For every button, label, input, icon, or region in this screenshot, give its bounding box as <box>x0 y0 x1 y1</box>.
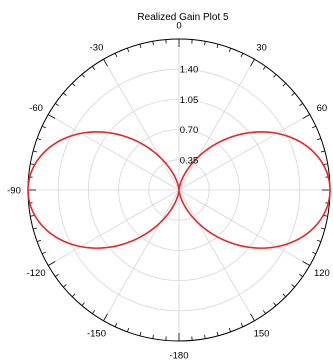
angle-label: -150 <box>87 328 106 339</box>
ring-tick <box>48 262 55 266</box>
ring-tick <box>82 74 85 77</box>
ring-tick <box>251 314 255 321</box>
ring-tick <box>303 262 310 266</box>
ring-tick <box>104 59 108 66</box>
angle-label: -30 <box>90 43 104 54</box>
ring-tick <box>312 252 316 254</box>
ring-tick <box>317 138 321 139</box>
grid-spoke-11 <box>104 59 180 190</box>
angle-label: -90 <box>7 186 21 197</box>
ring-tick <box>37 240 41 241</box>
angle-label: 0 <box>176 21 181 32</box>
ring-tick <box>42 126 46 128</box>
radial-tick-label: 1.40 <box>180 65 199 76</box>
radial-tick-label: 0.35 <box>180 155 199 166</box>
ring-tick <box>283 83 286 86</box>
ring-tick <box>299 274 302 276</box>
ring-tick <box>104 314 108 321</box>
ring-tick <box>217 44 218 48</box>
ring-tick <box>48 115 55 119</box>
ring-tick <box>153 335 154 339</box>
grid-spoke-5 <box>179 190 255 321</box>
ring-tick <box>115 323 117 327</box>
angle-label: 30 <box>256 43 267 54</box>
ring-tick <box>30 216 34 217</box>
ring-tick <box>127 328 128 332</box>
angle-label: 150 <box>254 328 270 339</box>
ring-tick <box>229 328 230 332</box>
ring-tick <box>292 284 295 287</box>
ring-tick <box>251 59 255 66</box>
ring-tick <box>72 83 75 86</box>
angle-label: -60 <box>29 103 43 114</box>
ring-tick <box>303 115 310 119</box>
ring-tick <box>241 53 243 57</box>
ring-tick <box>42 252 46 254</box>
ring-tick <box>321 151 325 152</box>
ring-tick <box>55 274 58 276</box>
ring-tick <box>324 164 328 165</box>
ring-tick <box>63 284 66 287</box>
ring-tick <box>37 138 41 139</box>
ring-tick <box>115 53 117 57</box>
ring-tick <box>263 310 265 313</box>
ring-tick <box>72 294 75 297</box>
ring-tick <box>140 332 141 336</box>
ring-tick <box>205 335 206 339</box>
ring-tick <box>324 216 328 217</box>
ring-tick <box>205 41 206 45</box>
angle-label: 120 <box>314 268 330 279</box>
grid-spoke-8 <box>48 190 179 266</box>
ring-tick <box>33 228 37 229</box>
ring-tick <box>292 93 295 96</box>
grid-spoke-7 <box>104 190 180 321</box>
ring-tick <box>273 303 276 306</box>
ring-tick <box>321 228 325 229</box>
ring-tick <box>273 74 276 77</box>
ring-tick <box>92 310 94 313</box>
angle-label: -120 <box>27 268 46 279</box>
ring-tick <box>92 66 94 69</box>
ring-tick <box>33 151 37 152</box>
ring-tick <box>229 48 230 52</box>
angle-label: -180 <box>169 351 188 360</box>
ring-tick <box>299 103 302 105</box>
ring-tick <box>312 126 316 128</box>
radial-tick-label: 0.70 <box>180 125 199 136</box>
ring-tick <box>30 164 34 165</box>
ring-tick <box>283 294 286 297</box>
ring-tick <box>263 66 265 69</box>
ring-tick <box>241 323 243 327</box>
ring-tick <box>217 332 218 336</box>
radial-tick-label: 1.05 <box>180 95 199 106</box>
ring-tick <box>55 103 58 105</box>
ring-tick <box>317 240 321 241</box>
ring-tick <box>153 41 154 45</box>
ring-tick <box>63 93 66 96</box>
grid-spoke-10 <box>48 115 179 191</box>
angle-label: 60 <box>317 103 328 114</box>
ring-tick <box>140 44 141 48</box>
grid-spoke-4 <box>179 190 310 266</box>
grid-spoke-2 <box>179 115 310 191</box>
ring-tick <box>127 48 128 52</box>
ring-tick <box>82 303 85 306</box>
chart-title: Realized Gain Plot 5 <box>137 12 229 23</box>
